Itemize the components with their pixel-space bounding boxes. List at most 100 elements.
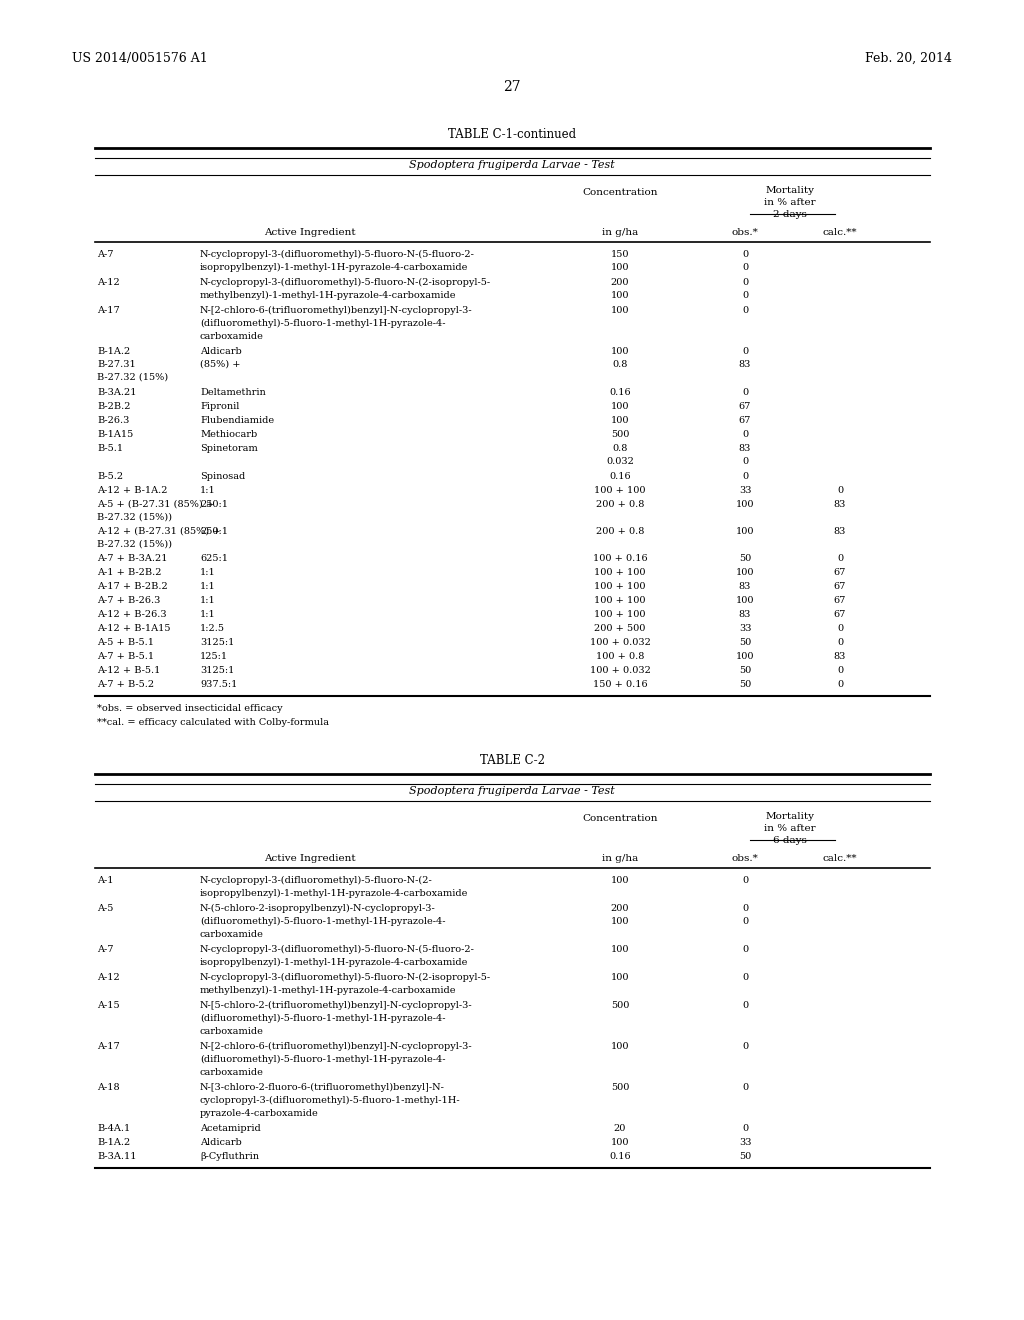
Text: isopropylbenzyl)-1-methyl-1H-pyrazole-4-carboxamide: isopropylbenzyl)-1-methyl-1H-pyrazole-4-…: [200, 888, 468, 898]
Text: carboxamide: carboxamide: [200, 333, 264, 341]
Text: 100: 100: [736, 500, 755, 510]
Text: Acetamiprid: Acetamiprid: [200, 1125, 261, 1133]
Text: 0: 0: [837, 638, 843, 647]
Text: 150 + 0.16: 150 + 0.16: [593, 680, 647, 689]
Text: Active Ingredient: Active Ingredient: [264, 854, 355, 863]
Text: 500: 500: [610, 1082, 629, 1092]
Text: obs.*: obs.*: [731, 854, 759, 863]
Text: 100 + 0.8: 100 + 0.8: [596, 652, 644, 661]
Text: 100: 100: [736, 597, 755, 605]
Text: 100 + 100: 100 + 100: [594, 568, 646, 577]
Text: 100 + 100: 100 + 100: [594, 597, 646, 605]
Text: A-5: A-5: [97, 904, 114, 913]
Text: B-3A.21: B-3A.21: [97, 388, 136, 397]
Text: obs.*: obs.*: [731, 228, 759, 238]
Text: in g/ha: in g/ha: [602, 228, 638, 238]
Text: 33: 33: [738, 486, 752, 495]
Text: N-[5-chloro-2-(trifluoromethyl)benzyl]-N-cyclopropyl-3-: N-[5-chloro-2-(trifluoromethyl)benzyl]-N…: [200, 1001, 473, 1010]
Text: 33: 33: [738, 624, 752, 634]
Text: A-5 + B-5.1: A-5 + B-5.1: [97, 638, 154, 647]
Text: 100: 100: [736, 652, 755, 661]
Text: 0: 0: [742, 457, 749, 466]
Text: 83: 83: [738, 360, 752, 370]
Text: 0: 0: [837, 680, 843, 689]
Text: A-7 + B-3A.21: A-7 + B-3A.21: [97, 554, 168, 564]
Text: 0: 0: [742, 306, 749, 315]
Text: 1:1: 1:1: [200, 582, 216, 591]
Text: B-5.2: B-5.2: [97, 473, 123, 480]
Text: 150: 150: [610, 249, 630, 259]
Text: methylbenzyl)-1-methyl-1H-pyrazole-4-carboxamide: methylbenzyl)-1-methyl-1H-pyrazole-4-car…: [200, 986, 457, 995]
Text: 0.8: 0.8: [612, 444, 628, 453]
Text: 0: 0: [837, 554, 843, 564]
Text: N-(5-chloro-2-isopropylbenzyl)-N-cyclopropyl-3-: N-(5-chloro-2-isopropylbenzyl)-N-cyclopr…: [200, 904, 436, 913]
Text: B-2B.2: B-2B.2: [97, 403, 130, 411]
Text: 100: 100: [610, 347, 630, 356]
Text: 0: 0: [742, 973, 749, 982]
Text: in % after: in % after: [764, 198, 816, 207]
Text: 0: 0: [742, 1082, 749, 1092]
Text: Deltamethrin: Deltamethrin: [200, 388, 266, 397]
Text: 100: 100: [610, 263, 630, 272]
Text: A-18: A-18: [97, 1082, 120, 1092]
Text: 500: 500: [610, 1001, 629, 1010]
Text: Mortality: Mortality: [766, 186, 814, 195]
Text: TABLE C-1-continued: TABLE C-1-continued: [447, 128, 577, 141]
Text: 200 + 500: 200 + 500: [594, 624, 646, 634]
Text: A-12 + B-1A.2: A-12 + B-1A.2: [97, 486, 168, 495]
Text: 50: 50: [739, 554, 752, 564]
Text: 100: 100: [610, 403, 630, 411]
Text: Flubendiamide: Flubendiamide: [200, 416, 274, 425]
Text: 100 + 100: 100 + 100: [594, 486, 646, 495]
Text: A-7: A-7: [97, 945, 114, 954]
Text: 0: 0: [837, 624, 843, 634]
Text: 100 + 100: 100 + 100: [594, 610, 646, 619]
Text: Concentration: Concentration: [583, 814, 657, 822]
Text: 250:1: 250:1: [200, 527, 228, 536]
Text: 0: 0: [742, 1001, 749, 1010]
Text: 1:1: 1:1: [200, 568, 216, 577]
Text: B-1A.2: B-1A.2: [97, 1138, 130, 1147]
Text: carboxamide: carboxamide: [200, 1027, 264, 1036]
Text: Fipronil: Fipronil: [200, 403, 240, 411]
Text: 83: 83: [738, 582, 752, 591]
Text: 100: 100: [736, 527, 755, 536]
Text: 0: 0: [742, 1041, 749, 1051]
Text: N-cyclopropyl-3-(difluoromethyl)-5-fluoro-N-(2-isopropyl-5-: N-cyclopropyl-3-(difluoromethyl)-5-fluor…: [200, 973, 492, 982]
Text: 100 + 0.16: 100 + 0.16: [593, 554, 647, 564]
Text: calc.**: calc.**: [822, 228, 857, 238]
Text: 0.16: 0.16: [609, 388, 631, 397]
Text: A-12: A-12: [97, 279, 120, 286]
Text: 0: 0: [742, 279, 749, 286]
Text: B-26.3: B-26.3: [97, 416, 129, 425]
Text: 2 days: 2 days: [773, 210, 807, 219]
Text: 0: 0: [742, 1125, 749, 1133]
Text: B-4A.1: B-4A.1: [97, 1125, 130, 1133]
Text: 50: 50: [739, 638, 752, 647]
Text: 0: 0: [742, 473, 749, 480]
Text: 33: 33: [738, 1138, 752, 1147]
Text: A-15: A-15: [97, 1001, 120, 1010]
Text: 100 + 0.032: 100 + 0.032: [590, 638, 650, 647]
Text: 67: 67: [834, 597, 846, 605]
Text: methylbenzyl)-1-methyl-1H-pyrazole-4-carboxamide: methylbenzyl)-1-methyl-1H-pyrazole-4-car…: [200, 290, 457, 300]
Text: Aldicarb: Aldicarb: [200, 1138, 242, 1147]
Text: 250:1: 250:1: [200, 500, 228, 510]
Text: N-[3-chloro-2-fluoro-6-(trifluoromethyl)benzyl]-N-: N-[3-chloro-2-fluoro-6-(trifluoromethyl)…: [200, 1082, 444, 1092]
Text: 0: 0: [742, 263, 749, 272]
Text: carboxamide: carboxamide: [200, 1068, 264, 1077]
Text: 0: 0: [742, 290, 749, 300]
Text: calc.**: calc.**: [822, 854, 857, 863]
Text: N-cyclopropyl-3-(difluoromethyl)-5-fluoro-N-(2-isopropyl-5-: N-cyclopropyl-3-(difluoromethyl)-5-fluor…: [200, 279, 492, 288]
Text: 0: 0: [742, 917, 749, 927]
Text: (difluoromethyl)-5-fluoro-1-methyl-1H-pyrazole-4-: (difluoromethyl)-5-fluoro-1-methyl-1H-py…: [200, 1055, 445, 1064]
Text: 27: 27: [503, 81, 521, 94]
Text: 0.8: 0.8: [612, 360, 628, 370]
Text: 0: 0: [742, 347, 749, 356]
Text: 100: 100: [610, 876, 630, 884]
Text: N-[2-chloro-6-(trifluoromethyl)benzyl]-N-cyclopropyl-3-: N-[2-chloro-6-(trifluoromethyl)benzyl]-N…: [200, 1041, 473, 1051]
Text: A-17 + B-2B.2: A-17 + B-2B.2: [97, 582, 168, 591]
Text: B-3A.11: B-3A.11: [97, 1152, 136, 1162]
Text: 0: 0: [742, 945, 749, 954]
Text: pyrazole-4-carboxamide: pyrazole-4-carboxamide: [200, 1109, 318, 1118]
